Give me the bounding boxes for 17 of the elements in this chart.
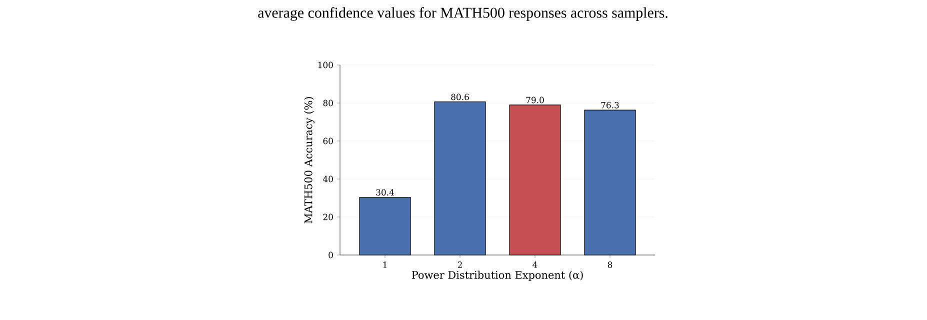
- data-label: 30.4: [376, 189, 394, 196]
- x-axis-title: Power Distribution Exponent (α): [412, 270, 583, 281]
- y-tick-label: 100: [318, 62, 333, 68]
- x-tick-label: 4: [532, 262, 538, 268]
- text: average confidence values for MATH500 responses across samplers.: [258, 7, 668, 21]
- y-tick-label: 60: [323, 138, 333, 144]
- data-label: 76.3: [601, 102, 619, 108]
- y-tick-label: 20: [323, 214, 333, 220]
- x-tick-label: 2: [458, 262, 462, 268]
- y-tick-label: 0: [328, 252, 333, 258]
- y-tick-label: 80: [323, 100, 333, 106]
- data-label: 80.6: [451, 94, 469, 100]
- data-label: 79.0: [526, 96, 544, 104]
- x-tick-label: 1: [383, 262, 387, 268]
- x-tick-label: 8: [608, 262, 612, 268]
- y-tick-label: 40: [322, 176, 333, 182]
- y-axis-title: MATH500 Accuracy (%): [304, 97, 314, 224]
